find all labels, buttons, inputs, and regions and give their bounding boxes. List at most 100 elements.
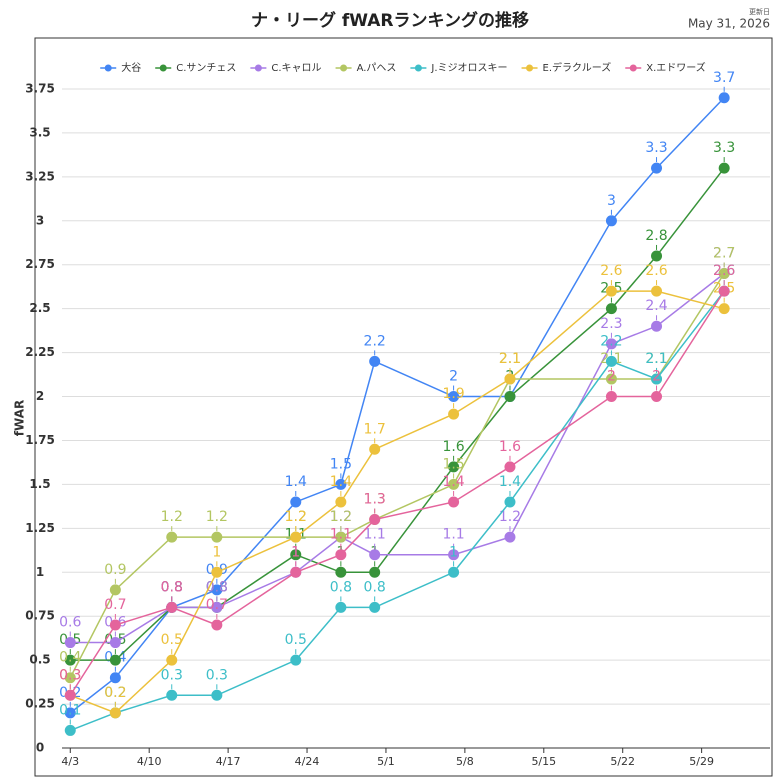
data-point bbox=[718, 303, 730, 315]
data-point bbox=[718, 92, 730, 104]
legend-item: 大谷 bbox=[100, 61, 141, 74]
legend-swatch bbox=[526, 64, 534, 72]
data-point bbox=[369, 443, 381, 455]
data-label: 0.8 bbox=[161, 579, 183, 595]
data-point bbox=[166, 689, 178, 701]
data-label: 0.2 bbox=[104, 685, 126, 701]
data-label: 3.3 bbox=[645, 140, 667, 156]
y-tick-label: 1.25 bbox=[25, 521, 55, 535]
data-label: 3.7 bbox=[713, 70, 735, 86]
legend-swatch bbox=[159, 64, 167, 72]
data-label: 1 bbox=[291, 544, 300, 560]
data-point bbox=[290, 566, 302, 578]
data-label: 1.7 bbox=[364, 421, 386, 437]
data-point bbox=[718, 162, 730, 174]
data-point bbox=[211, 531, 223, 543]
series-line bbox=[70, 167, 725, 661]
data-point bbox=[448, 566, 460, 578]
data-label: 0.7 bbox=[104, 597, 126, 613]
data-label: 0.1 bbox=[59, 702, 81, 718]
data-label: 1.2 bbox=[499, 509, 521, 525]
y-tick-label: 3.5 bbox=[29, 125, 50, 139]
legend-label: C.キャロル bbox=[271, 63, 321, 74]
series-line bbox=[69, 273, 725, 679]
legend-swatch bbox=[104, 64, 112, 72]
data-point bbox=[109, 654, 121, 666]
data-label: 1 bbox=[449, 544, 458, 560]
y-tick-label: 1.5 bbox=[29, 477, 50, 491]
data-point bbox=[335, 531, 347, 543]
data-label: 0.8 bbox=[161, 579, 183, 595]
data-point bbox=[718, 268, 730, 280]
data-point bbox=[211, 601, 223, 613]
data-point bbox=[651, 320, 663, 332]
data-point bbox=[651, 250, 663, 262]
series-line bbox=[70, 272, 725, 644]
y-tick-label: 2.75 bbox=[25, 257, 55, 271]
x-tick-label: 4/24 bbox=[295, 755, 320, 768]
data-point bbox=[64, 654, 76, 666]
data-label: 0.8 bbox=[161, 579, 183, 595]
data-point bbox=[109, 619, 121, 631]
data-point bbox=[605, 373, 617, 385]
x-tick-label: 4/10 bbox=[137, 755, 162, 768]
data-label: 2.6 bbox=[600, 263, 622, 279]
legend-swatch bbox=[254, 64, 262, 72]
data-point bbox=[290, 531, 302, 543]
data-point bbox=[448, 549, 460, 561]
data-point bbox=[369, 514, 381, 526]
x-tick-label: 5/8 bbox=[456, 755, 474, 768]
data-point bbox=[211, 566, 223, 578]
y-tick-label: 0 bbox=[36, 741, 44, 755]
data-label: 1.6 bbox=[499, 439, 521, 455]
legend-swatch bbox=[414, 64, 422, 72]
data-label: 0.3 bbox=[59, 667, 81, 683]
data-label: 2.1 bbox=[645, 351, 667, 367]
data-point bbox=[369, 601, 381, 613]
data-label: 2.1 bbox=[645, 351, 667, 367]
data-label: 2 bbox=[607, 369, 616, 385]
data-label: 2.7 bbox=[713, 246, 735, 262]
series-line bbox=[70, 290, 725, 714]
y-tick-label: 0.5 bbox=[29, 653, 50, 667]
data-label: 1.4 bbox=[499, 474, 521, 490]
data-point bbox=[448, 391, 460, 403]
data-point bbox=[504, 461, 516, 473]
data-label: 2.1 bbox=[499, 351, 521, 367]
data-label: 2.7 bbox=[713, 246, 735, 262]
data-label: 1 bbox=[291, 544, 300, 560]
data-label: 0.4 bbox=[59, 650, 81, 666]
data-point bbox=[718, 285, 730, 297]
data-label: 1.5 bbox=[330, 456, 352, 472]
data-point bbox=[504, 531, 516, 543]
data-point bbox=[605, 391, 617, 403]
data-label: 2.6 bbox=[713, 263, 735, 279]
data-label: 1.9 bbox=[442, 386, 464, 402]
data-label: 0.8 bbox=[364, 579, 386, 595]
data-label: 1.2 bbox=[206, 509, 228, 525]
data-label: 2.1 bbox=[499, 351, 521, 367]
data-label: 2.3 bbox=[600, 316, 622, 332]
data-label: 1.2 bbox=[330, 509, 352, 525]
data-label: 0.5 bbox=[285, 632, 307, 648]
data-label: 1.2 bbox=[285, 509, 307, 525]
data-point bbox=[369, 566, 381, 578]
data-point bbox=[335, 496, 347, 508]
data-point bbox=[504, 373, 516, 385]
legend: 大谷 C.サンチェス C.キャロル A.パヘス J.ミジオロスキー E.デラクルーズ X.エ… bbox=[100, 61, 706, 74]
data-point bbox=[448, 496, 460, 508]
data-point bbox=[211, 584, 223, 596]
update-date: May 31, 2026 bbox=[688, 17, 770, 31]
chart-title: ナ・リーグ fWARランキングの推移 bbox=[251, 10, 529, 31]
x-tick-label: 5/1 bbox=[377, 755, 395, 768]
data-point bbox=[605, 303, 617, 315]
data-label: 0.5 bbox=[161, 632, 183, 648]
legend-label: J.ミジオロスキー bbox=[430, 62, 507, 74]
data-label: 1.4 bbox=[285, 474, 307, 490]
data-point bbox=[605, 285, 617, 297]
data-point bbox=[605, 215, 617, 227]
data-point bbox=[369, 355, 381, 367]
data-point bbox=[166, 654, 178, 666]
series-line bbox=[70, 290, 725, 732]
